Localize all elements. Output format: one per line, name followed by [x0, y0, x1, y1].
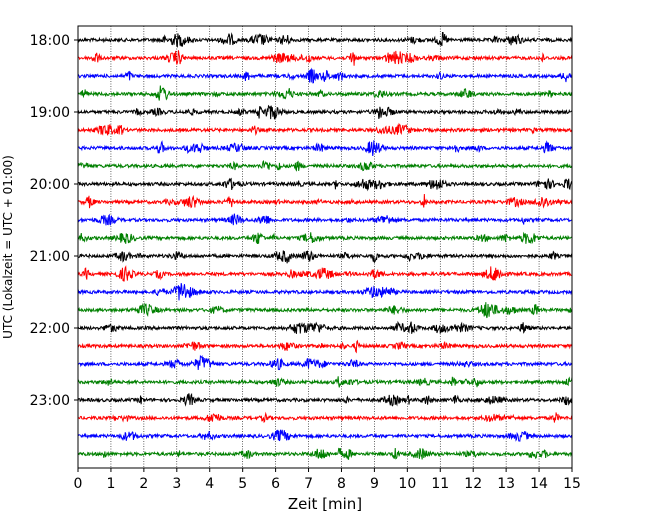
trace-2030 — [77, 213, 573, 226]
x-tick-label: 15 — [563, 476, 581, 492]
trace-2300 — [77, 392, 573, 407]
y-tick-label: 18:00 — [30, 33, 70, 49]
trace-2315 — [77, 411, 573, 424]
x-tick-label: 2 — [139, 476, 148, 492]
x-tick-label: 9 — [370, 476, 379, 492]
x-tick-label: 8 — [337, 476, 346, 492]
x-tick-label: 13 — [497, 476, 515, 492]
trace-2230 — [77, 354, 573, 371]
trace-1800 — [77, 31, 573, 48]
trace-2215 — [77, 339, 573, 354]
trace-1845 — [77, 85, 573, 101]
y-tick-label: 21:00 — [30, 249, 70, 265]
trace-2345 — [77, 447, 573, 461]
trace-2000 — [77, 177, 573, 192]
y-tick-label: 22:00 — [30, 321, 70, 337]
x-tick-label: 4 — [205, 476, 214, 492]
plot-frame — [77, 25, 573, 469]
x-tick-label: 10 — [398, 476, 416, 492]
x-tick-label: 7 — [304, 476, 313, 492]
x-axis-ticks: 0 1 2 3 4 5 6 7 8 9 10 11 12 13 14 15 — [74, 468, 581, 492]
x-tick-label: 6 — [271, 476, 280, 492]
trace-1930 — [77, 140, 573, 156]
x-axis-label: Zeit [min] — [288, 495, 362, 513]
trace-2330 — [77, 429, 573, 442]
trace-2145 — [77, 302, 573, 319]
x-tick-label: 11 — [431, 476, 449, 492]
trace-1945 — [77, 160, 573, 172]
trace-1915 — [77, 122, 573, 136]
x-tick-label: 3 — [172, 476, 181, 492]
trace-2200 — [77, 320, 573, 335]
trace-2100 — [77, 250, 573, 264]
trace-2015 — [77, 194, 573, 209]
y-tick-label: 19:00 — [30, 105, 70, 121]
trace-1830 — [77, 67, 573, 84]
y-tick-label: 23:00 — [30, 393, 70, 409]
trace-2245 — [77, 376, 573, 388]
x-tick-label: 5 — [238, 476, 247, 492]
y-tick-label: 20:00 — [30, 177, 70, 193]
trace-2130 — [77, 282, 573, 301]
y-axis-ticks: 18:00 19:00 20:00 21:00 22:00 23:00 — [30, 33, 78, 409]
trace-1815 — [77, 50, 573, 66]
trace-2045 — [77, 231, 573, 245]
vertical-grid-lines — [110, 26, 540, 468]
trace-1900 — [77, 104, 573, 120]
trace-2115 — [77, 265, 573, 282]
x-tick-label: 12 — [464, 476, 482, 492]
y-axis-label: UTC (Lokalzeit = UTC + 01:00) — [1, 155, 15, 339]
x-tick-label: 0 — [74, 476, 83, 492]
x-tick-label: 14 — [530, 476, 548, 492]
x-tick-label: 1 — [106, 476, 115, 492]
seismogram-traces — [77, 31, 573, 461]
